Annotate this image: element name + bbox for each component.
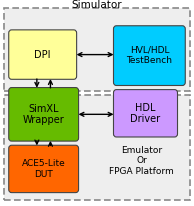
Text: ACE5-Lite
DUT: ACE5-Lite DUT (22, 159, 66, 179)
Text: HDL
Driver: HDL Driver (130, 103, 161, 124)
FancyBboxPatch shape (113, 26, 185, 85)
FancyBboxPatch shape (9, 145, 79, 193)
FancyBboxPatch shape (4, 8, 190, 91)
FancyBboxPatch shape (9, 30, 77, 79)
Text: Simulator: Simulator (72, 0, 122, 10)
FancyBboxPatch shape (4, 95, 190, 200)
Text: Emulator
Or
FPGA Platform: Emulator Or FPGA Platform (109, 146, 174, 176)
Text: SimXL
Wrapper: SimXL Wrapper (23, 104, 65, 125)
FancyBboxPatch shape (9, 88, 79, 141)
Text: HVL/HDL
TestBench: HVL/HDL TestBench (126, 46, 172, 65)
Text: DPI: DPI (34, 50, 51, 60)
FancyBboxPatch shape (113, 90, 178, 137)
